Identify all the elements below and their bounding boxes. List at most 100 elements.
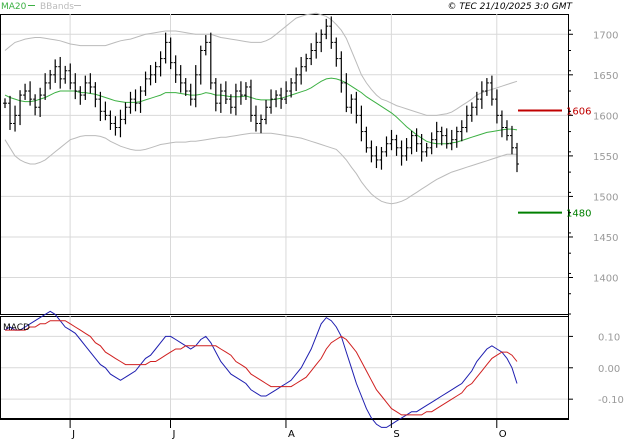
price-bar <box>73 73 78 100</box>
price-bar <box>429 132 434 155</box>
price-bar <box>259 114 263 134</box>
price-bar <box>68 63 73 90</box>
price-bar <box>314 32 319 59</box>
price-bar <box>264 99 269 125</box>
price-bar <box>379 146 384 170</box>
price-panel-frame <box>0 14 569 315</box>
price-bar <box>374 146 379 169</box>
price-bar <box>329 16 334 49</box>
support-resistance-levels: 1606 1480 <box>518 106 591 220</box>
price-bar <box>163 32 168 64</box>
x-tick-label: S <box>393 429 399 440</box>
price-bar <box>274 90 279 108</box>
price-bar <box>183 78 188 96</box>
price-bar <box>223 81 228 104</box>
price-bar <box>123 102 128 125</box>
price-bar <box>444 128 449 149</box>
price-tick-label: 1400 <box>593 274 618 285</box>
price-bar <box>213 78 218 112</box>
x-tick-label: O <box>499 429 507 440</box>
price-tick-label: 1500 <box>593 192 618 203</box>
ma20-series <box>4 77 518 145</box>
price-bar <box>434 121 439 148</box>
price-bar <box>439 126 444 146</box>
macd-tick-label: -0.10 <box>598 395 624 406</box>
price-bar <box>344 73 349 113</box>
price-bar <box>38 87 43 117</box>
price-bar <box>173 55 178 83</box>
legend-ma20: MA20 <box>1 2 27 12</box>
macd-title: MACD <box>3 323 30 333</box>
price-bar <box>509 125 514 155</box>
price-bar <box>515 142 519 173</box>
price-bar <box>78 86 83 105</box>
price-bar <box>228 94 233 114</box>
macd-tick-label: 0.10 <box>598 332 620 343</box>
price-bar <box>449 129 454 151</box>
price-bar <box>23 83 28 100</box>
price-bar <box>138 86 143 113</box>
price-bar <box>464 105 469 133</box>
price-tick-label: 1700 <box>593 30 618 41</box>
level-label: 1480 <box>566 209 591 220</box>
price-bar <box>484 78 489 96</box>
price-bar <box>108 110 113 130</box>
price-bar <box>304 53 309 72</box>
price-bar <box>364 126 369 153</box>
level-label: 1606 <box>566 106 591 117</box>
bbands-lower-line <box>4 132 517 205</box>
price-bar <box>394 134 399 156</box>
price-bar <box>143 71 148 96</box>
price-bar <box>118 109 123 138</box>
price-bar <box>474 91 479 116</box>
price-bar <box>208 32 213 90</box>
price-bar <box>399 140 404 166</box>
price-bar <box>233 83 238 116</box>
ma20-line <box>4 77 518 145</box>
price-bar <box>284 81 289 104</box>
price-bar <box>384 136 389 157</box>
legend-bbands: BBands <box>40 2 74 12</box>
price-tick-label: 1600 <box>593 111 618 122</box>
price-bar <box>218 83 223 113</box>
price-bar <box>33 94 38 116</box>
price-bar <box>253 105 258 132</box>
price-bar <box>269 89 274 114</box>
price-bar <box>48 69 53 90</box>
x-tick-label: J <box>172 429 176 440</box>
price-bar <box>294 67 299 92</box>
price-bar <box>158 51 163 77</box>
price-bar <box>58 56 63 89</box>
price-bar <box>83 75 88 100</box>
x-tick-label: J <box>71 429 75 440</box>
price-bar <box>243 82 248 100</box>
price-bar <box>369 140 374 163</box>
macd-y-axis: 0.10 0.00 -0.10 <box>568 332 624 406</box>
price-bar <box>489 75 494 106</box>
bbands-upper-line <box>4 12 518 116</box>
price-bar <box>334 37 339 67</box>
price-bars <box>3 16 519 173</box>
bollinger-bands <box>4 12 518 205</box>
price-bar <box>279 87 284 109</box>
price-bar <box>63 65 68 84</box>
price-bar <box>479 81 484 109</box>
price-bar <box>13 105 18 132</box>
price-bar <box>419 134 424 162</box>
price-bar <box>299 56 304 85</box>
price-bar <box>354 91 359 124</box>
price-bar <box>414 128 419 152</box>
price-bar <box>459 120 464 142</box>
price-bar <box>153 61 158 83</box>
price-bar <box>248 79 253 122</box>
price-bar <box>193 65 198 108</box>
price-bar <box>198 45 203 85</box>
price-y-axis: 1700 1650 1600 1550 1500 1450 1400 <box>568 29 618 315</box>
price-bar <box>494 89 499 124</box>
price-bar <box>389 129 394 151</box>
price-bar <box>289 78 294 98</box>
price-bar <box>238 81 243 105</box>
price-bar <box>53 59 58 83</box>
macd-line <box>4 310 518 428</box>
